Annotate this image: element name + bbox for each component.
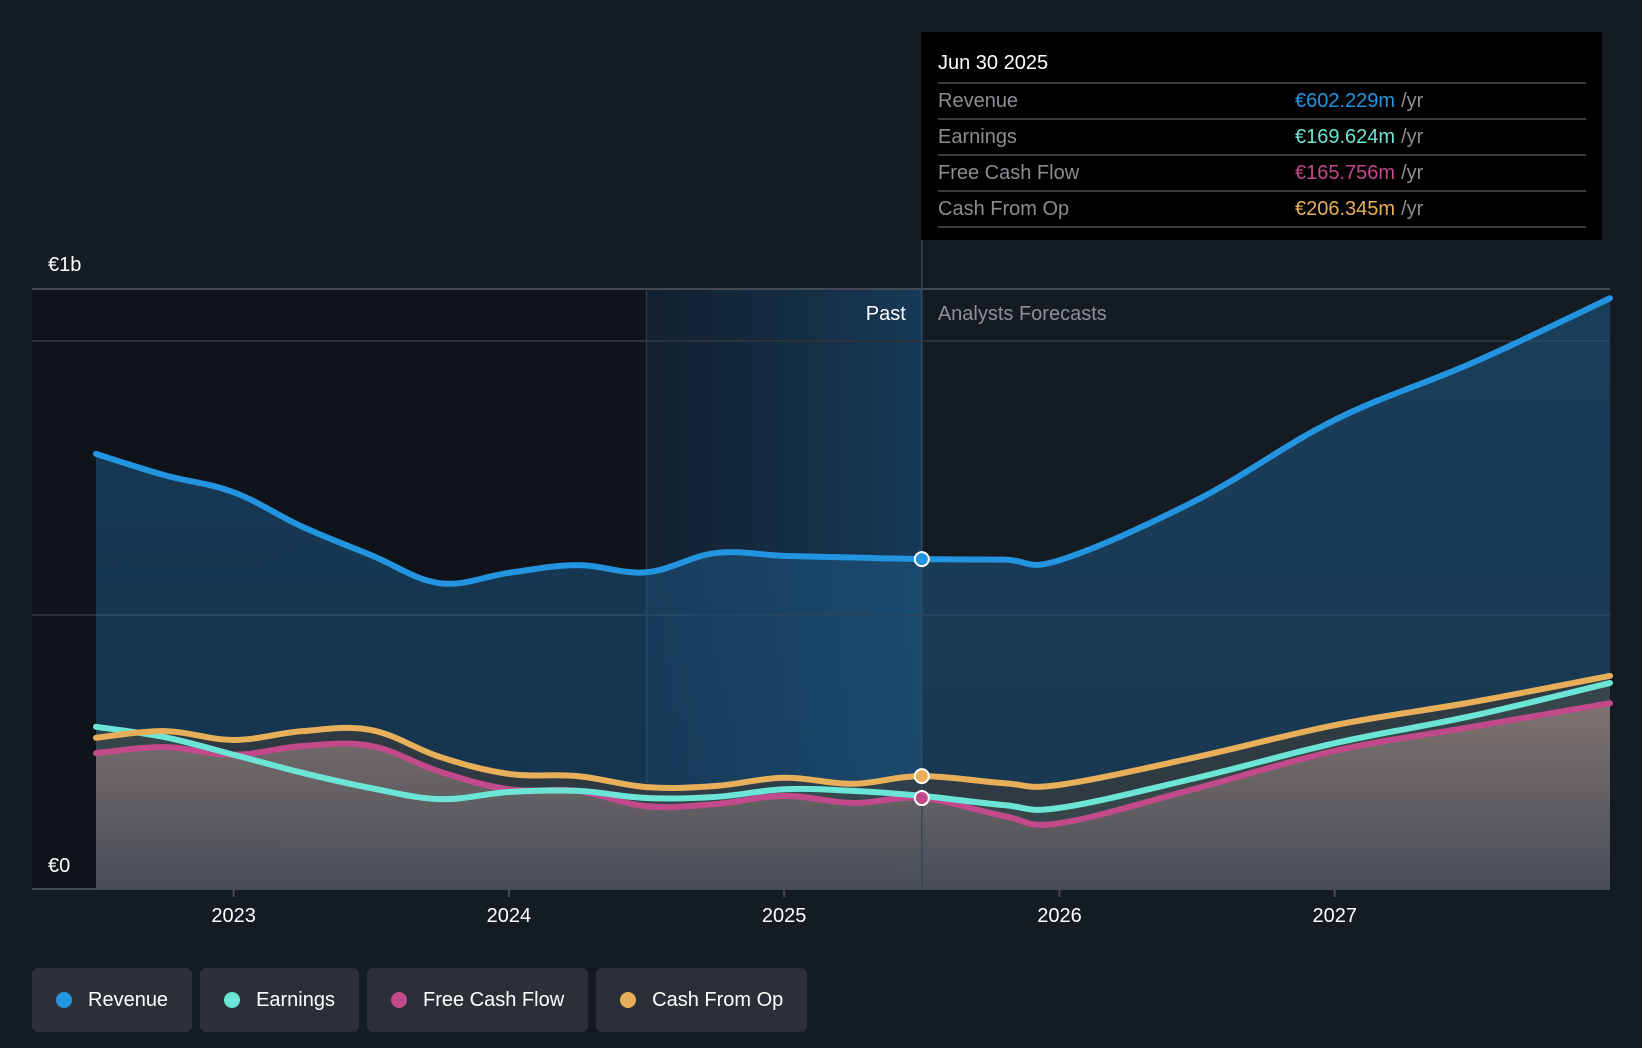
- area-revenue: [96, 298, 1610, 889]
- tooltip-label: Earnings: [938, 126, 1017, 148]
- y-tick-label: €1b: [48, 254, 81, 276]
- x-tick-label: 2023: [211, 905, 256, 927]
- legend-item-free-cash-flow[interactable]: Free Cash Flow: [367, 968, 589, 1032]
- y-tick-label: €0: [48, 855, 70, 877]
- tooltip-row-cash-from-op: Cash From Op €206.345m /yr: [938, 192, 1586, 228]
- legend-dot-icon: [620, 992, 637, 1008]
- tooltip: Jun 30 2025 Revenue €602.229m /yr Earnin…: [921, 32, 1602, 240]
- legend-label: Cash From Op: [652, 988, 784, 1011]
- tooltip-date: Jun 30 2025: [938, 46, 1586, 84]
- area-free-cash-flow: [96, 703, 1610, 889]
- legend-dot-icon: [56, 992, 72, 1008]
- tooltip-unit: /yr: [1401, 198, 1424, 220]
- tooltip-unit: /yr: [1401, 126, 1424, 148]
- legend-item-revenue[interactable]: Revenue: [32, 968, 193, 1032]
- forecast-label: Analysts Forecasts: [938, 303, 1107, 325]
- legend-label: Revenue: [88, 988, 169, 1011]
- legend-item-cash-from-op[interactable]: Cash From Op: [596, 968, 808, 1032]
- tooltip-value: €165.756m: [1295, 162, 1396, 184]
- legend-label: Earnings: [256, 988, 335, 1011]
- tooltip-value: €169.624m: [1295, 126, 1396, 148]
- x-tick-label: 2024: [487, 905, 532, 927]
- marker-cash-from-op: [913, 768, 930, 785]
- tooltip-value: €206.345m: [1295, 198, 1396, 220]
- line-revenue: [93, 295, 1613, 587]
- legend-dot-icon: [391, 992, 407, 1008]
- tooltip-row-revenue: Revenue €602.229m /yr: [938, 84, 1586, 120]
- tooltip-label: Free Cash Flow: [938, 162, 1080, 184]
- x-tick-label: 2025: [762, 905, 807, 927]
- past-label: Past: [866, 303, 906, 325]
- legend-dot-icon: [224, 992, 241, 1008]
- tooltip-label: Revenue: [938, 90, 1019, 112]
- marker-revenue: [913, 551, 930, 568]
- legend: Revenue Earnings Free Cash Flow Cash Fro…: [32, 968, 808, 1032]
- legend-label: Free Cash Flow: [423, 988, 565, 1011]
- x-tick-label: 2027: [1312, 905, 1357, 927]
- tooltip-row-earnings: Earnings €169.624m /yr: [938, 120, 1586, 156]
- marker-free-cash-flow: [913, 790, 930, 807]
- line-earnings: [93, 679, 1613, 813]
- line-free-cash-flow: [93, 700, 1613, 828]
- tooltip-label: Cash From Op: [938, 198, 1070, 220]
- tooltip-unit: /yr: [1401, 90, 1424, 112]
- x-tick-label: 2026: [1037, 905, 1082, 927]
- tooltip-unit: /yr: [1401, 162, 1424, 184]
- tooltip-row-free-cash-flow: Free Cash Flow €165.756m /yr: [938, 156, 1586, 192]
- legend-item-earnings[interactable]: Earnings: [200, 968, 359, 1032]
- tooltip-value: €602.229m: [1295, 90, 1396, 112]
- line-cash-from-op: [93, 672, 1613, 791]
